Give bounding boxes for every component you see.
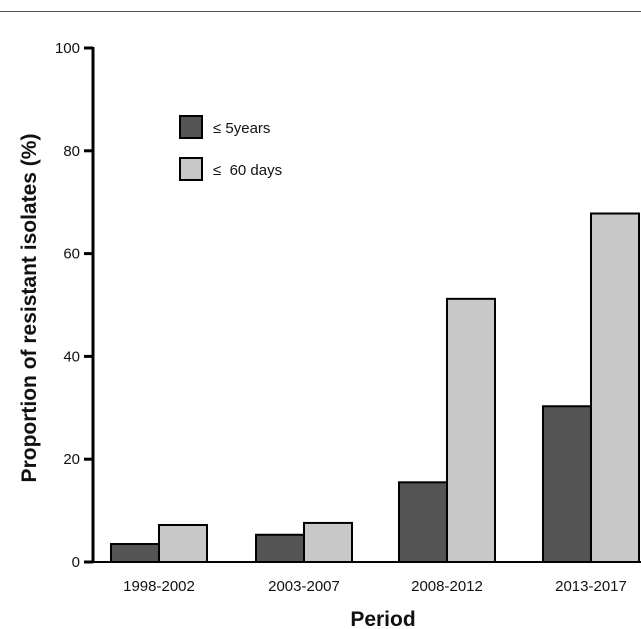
bar-1-1998-2002 xyxy=(110,543,160,564)
bar-1-2003-2007 xyxy=(255,533,305,563)
plot-area xyxy=(110,212,640,564)
y-axis: 0 20 40 60 80 100 xyxy=(55,40,95,571)
bar-2-1998-2002 xyxy=(158,523,208,564)
y-tick-label: 40 xyxy=(63,348,80,365)
legend-swatch-2 xyxy=(179,157,203,181)
x-tick-label: 2013-2017 xyxy=(555,578,627,595)
legend-label-2: ≤ 60 days xyxy=(213,162,282,179)
y-tick-label: 80 xyxy=(63,143,80,160)
bar-2-2003-2007 xyxy=(303,521,353,563)
legend: ≤ 5years ≤ 60 days xyxy=(179,115,282,181)
y-tick-label: 100 xyxy=(55,40,80,57)
x-tick-label: 1998-2002 xyxy=(123,578,195,595)
top-rule xyxy=(0,11,641,12)
y-tick-label: 0 xyxy=(72,554,80,571)
y-tick-label: 20 xyxy=(63,451,80,468)
y-axis-title: Proportion of resistant isolates (%) xyxy=(18,134,41,483)
bar-2-2008-2012 xyxy=(446,297,496,563)
x-axis: 1998-2002 2003-2007 2008-2012 2013-2017 xyxy=(93,561,641,595)
bar-1-2008-2012 xyxy=(398,481,448,563)
x-tick-label: 2003-2007 xyxy=(268,578,340,595)
y-tick-label: 60 xyxy=(63,246,80,263)
legend-label-1: ≤ 5years xyxy=(213,120,270,137)
x-tick-label: 2008-2012 xyxy=(411,578,483,595)
bar-1-2013-2017 xyxy=(542,405,592,563)
x-axis-title: Period xyxy=(350,608,415,629)
bar-2-2013-2017 xyxy=(590,212,640,563)
legend-swatch-1 xyxy=(179,115,203,139)
